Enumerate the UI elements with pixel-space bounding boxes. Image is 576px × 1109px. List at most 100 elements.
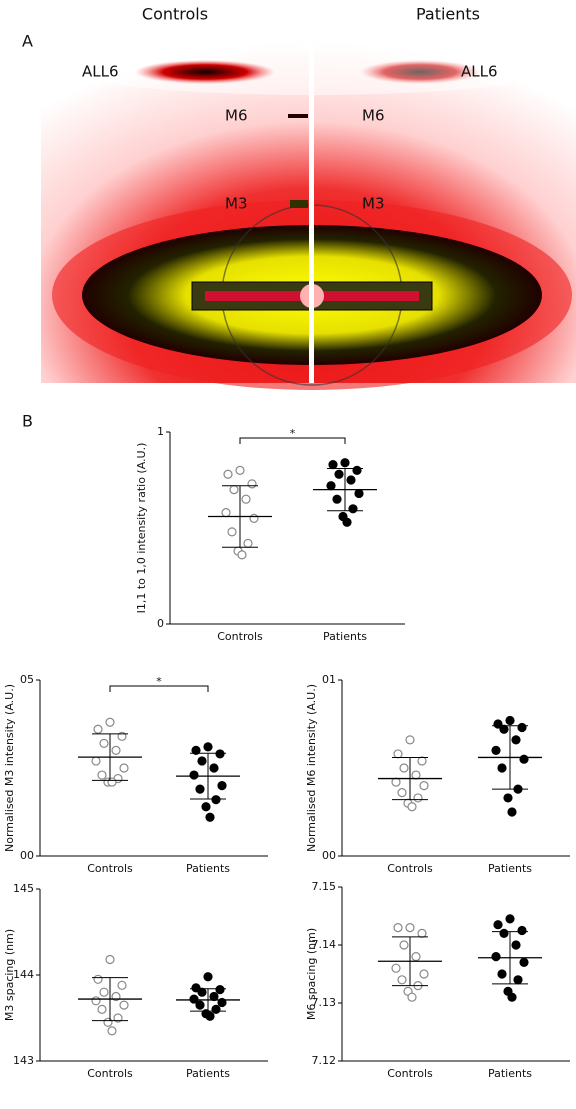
data-point (355, 489, 363, 497)
data-point (120, 764, 128, 772)
panel-label: B (22, 412, 33, 431)
x-tick-label: Patients (186, 1067, 230, 1080)
data-point (400, 941, 408, 949)
data-point (236, 466, 244, 474)
data-point (394, 750, 402, 758)
data-point (500, 929, 508, 937)
data-point (343, 518, 351, 526)
data-point (518, 724, 526, 732)
data-point (210, 764, 218, 772)
data-point (108, 778, 116, 786)
data-point (506, 716, 514, 724)
data-point (98, 771, 106, 779)
data-point (230, 486, 238, 494)
data-point (92, 997, 100, 1005)
x-tick-label: Patients (488, 862, 532, 875)
reflection-label: ALL6 (82, 63, 119, 81)
y-axis-label: M3 spacing (nm) (3, 929, 16, 1021)
x-tick-label: Controls (87, 1067, 133, 1080)
y-tick-label: 1 (157, 425, 164, 438)
data-point (498, 764, 506, 772)
data-point (392, 778, 400, 786)
y-tick-label: 05 (20, 673, 34, 686)
data-point (392, 964, 400, 972)
reflection-label: M3 (225, 195, 248, 213)
data-point (508, 808, 516, 816)
data-point (204, 743, 212, 751)
data-point (514, 976, 522, 984)
data-point (408, 803, 416, 811)
data-point (398, 976, 406, 984)
data-point (198, 757, 206, 765)
data-point (94, 975, 102, 983)
data-point (400, 764, 408, 772)
data-point (106, 956, 114, 964)
reflection-label: M6 (362, 107, 385, 125)
data-point (327, 482, 335, 490)
x-tick-label: Controls (217, 630, 263, 643)
significance-label: * (290, 427, 296, 440)
data-point (190, 771, 198, 779)
data-point (492, 953, 500, 961)
data-point (418, 757, 426, 765)
y-tick-label: 01 (322, 673, 336, 686)
data-point (333, 495, 341, 503)
x-tick-label: Patients (186, 862, 230, 875)
y-axis-label: Normalised M6 intensity (A.U.) (305, 684, 318, 852)
data-point (238, 551, 246, 559)
data-point (504, 794, 512, 802)
data-point (406, 736, 414, 744)
data-point (508, 993, 516, 1001)
data-point (118, 981, 126, 989)
significance-label: * (156, 675, 162, 688)
y-tick-label: 145 (13, 882, 34, 895)
data-point (520, 755, 528, 763)
y-tick-label: 144 (13, 968, 34, 981)
data-point (412, 953, 420, 961)
data-point (420, 970, 428, 978)
data-point (196, 1001, 204, 1009)
data-point (512, 941, 520, 949)
y-tick-label: 00 (322, 849, 336, 862)
data-point (341, 459, 349, 467)
data-point (520, 958, 528, 966)
data-point (250, 514, 258, 522)
y-tick-label: 0 (157, 617, 164, 630)
data-point (228, 528, 236, 536)
y-axis-label: Normalised M3 intensity (A.U.) (3, 684, 16, 852)
data-point (492, 746, 500, 754)
data-point (394, 924, 402, 932)
x-tick-label: Patients (488, 1067, 532, 1080)
data-point (218, 782, 226, 790)
data-point (206, 813, 214, 821)
data-point (222, 509, 230, 517)
reflection-label: M3 (362, 195, 385, 213)
reflection-label: M6 (225, 107, 248, 125)
data-point (494, 921, 502, 929)
data-point (202, 803, 210, 811)
data-point (408, 993, 416, 1001)
data-point (224, 470, 232, 478)
data-point (248, 480, 256, 488)
data-point (100, 739, 108, 747)
y-tick-label: 7.12 (312, 1054, 337, 1067)
data-point (412, 771, 420, 779)
data-point (347, 476, 355, 484)
data-point (216, 750, 224, 758)
data-point (112, 746, 120, 754)
x-tick-label: Controls (87, 862, 133, 875)
x-tick-label: Controls (387, 1067, 433, 1080)
data-point (349, 505, 357, 513)
data-point (108, 1027, 116, 1035)
panel-label: A (22, 32, 33, 51)
data-point (212, 796, 220, 804)
y-tick-label: 7.15 (312, 880, 337, 893)
data-point (244, 539, 252, 547)
y-tick-label: 143 (13, 1054, 34, 1067)
data-point (512, 736, 520, 744)
data-point (414, 794, 422, 802)
x-tick-label: Controls (387, 862, 433, 875)
data-point (335, 470, 343, 478)
data-point (104, 1018, 112, 1026)
column-title: Controls (142, 5, 208, 24)
